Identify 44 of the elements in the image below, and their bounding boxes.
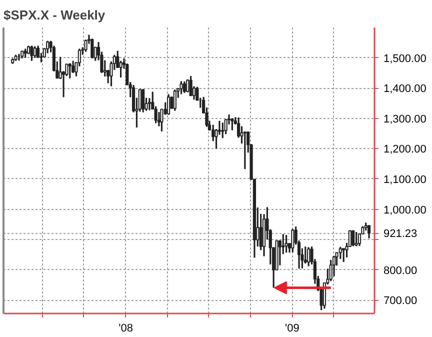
candlestick xyxy=(282,233,285,255)
candlestick xyxy=(180,80,183,95)
candlestick xyxy=(304,246,307,264)
candlestick xyxy=(142,88,145,114)
candlestick xyxy=(186,78,190,94)
candlestick xyxy=(338,246,342,260)
candlestick xyxy=(46,40,50,54)
candlestick xyxy=(329,259,332,282)
y-tick-label: 1,400.00 xyxy=(384,83,426,96)
candlestick xyxy=(332,255,336,278)
candlestick xyxy=(154,105,158,124)
candlestick xyxy=(84,38,88,53)
candlestick xyxy=(352,230,355,248)
y-tick-label: 800.00 xyxy=(384,264,418,277)
x-tick-label: '09 xyxy=(285,322,300,334)
candlestick xyxy=(36,44,40,59)
y-tick-label: 1,300.00 xyxy=(384,113,426,126)
x-tick-label: '08 xyxy=(118,322,133,334)
candlestick xyxy=(224,118,228,135)
candlestick xyxy=(367,224,371,240)
candlestick xyxy=(119,60,122,78)
y-tick-label: 1,200.00 xyxy=(384,144,426,156)
candlestick xyxy=(148,97,151,112)
candlestick xyxy=(68,62,72,80)
candlestick xyxy=(166,93,170,116)
candlestick xyxy=(90,38,94,59)
y-tick-label: 1,100.00 xyxy=(384,174,426,186)
candlestick xyxy=(284,234,288,254)
candlestick xyxy=(24,48,27,59)
candlestick xyxy=(221,122,224,139)
candlestick xyxy=(182,80,186,94)
y-tick-label: 1,000.00 xyxy=(384,204,426,216)
candlestick xyxy=(243,130,246,170)
candlestick xyxy=(173,88,176,112)
candlestick xyxy=(189,75,192,97)
y-tick-label: 1,500.00 xyxy=(384,52,426,65)
y-tick-label: 921.23 xyxy=(384,228,418,240)
y-tick-label: 700.00 xyxy=(384,295,418,308)
candlestick xyxy=(291,228,294,254)
candlestick xyxy=(307,246,310,268)
candlestick xyxy=(354,231,358,248)
candlestick xyxy=(30,44,34,62)
candlestick xyxy=(33,45,36,59)
chart-title: $SPX.X - Weekly xyxy=(4,8,106,22)
